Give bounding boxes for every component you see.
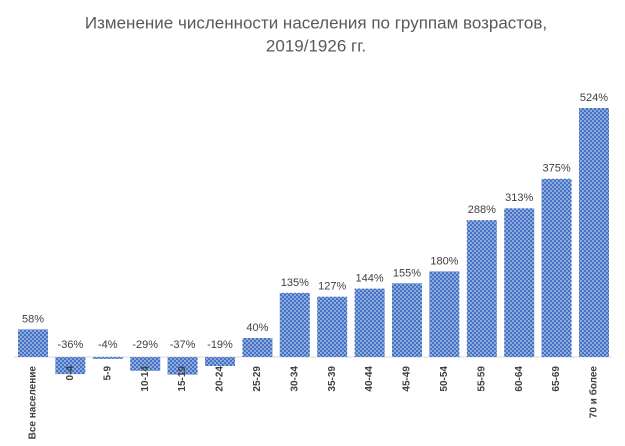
x-tick-label: 20-24 [215, 366, 226, 392]
bar [130, 357, 161, 371]
chart-title: 2019/1926 гг. [266, 36, 366, 55]
data-label: -36% [58, 339, 84, 351]
x-tick-label: 45-49 [402, 366, 413, 392]
bar [579, 108, 609, 357]
bar [242, 337, 273, 357]
x-tick-label: Все население [28, 366, 39, 440]
x-tick-label: 70 и более [588, 366, 600, 419]
data-label: 58% [22, 313, 44, 325]
data-label: 180% [430, 255, 458, 267]
data-label: 144% [356, 272, 384, 284]
data-label: 155% [393, 267, 421, 279]
bar [205, 357, 235, 367]
bar [429, 271, 460, 357]
bar [541, 178, 572, 357]
bar [466, 220, 497, 357]
data-label: 135% [281, 277, 309, 289]
x-tick-label: 25-29 [252, 366, 263, 392]
x-tick-label: 5-9 [102, 366, 113, 381]
x-tick-label: 30-34 [289, 366, 300, 392]
data-label: 313% [505, 192, 533, 204]
data-label: 127% [318, 281, 346, 293]
x-tick-label: 35-39 [327, 366, 338, 392]
chart-title: Изменение численности населения по групп… [85, 13, 547, 32]
bar [92, 357, 123, 359]
bar [504, 208, 535, 357]
x-tick-label: 55-59 [476, 366, 487, 392]
data-label: 524% [580, 92, 608, 104]
data-label: -19% [207, 339, 233, 351]
data-label: 40% [246, 322, 268, 334]
x-tick-label: 10-14 [140, 366, 151, 392]
x-tick-label: 15-19 [177, 366, 188, 392]
x-tick-label: 60-64 [514, 366, 525, 392]
bar [392, 283, 422, 357]
data-label: -4% [98, 339, 118, 351]
bar [279, 292, 310, 357]
data-label: 288% [468, 204, 496, 216]
x-tick-label: 0-4 [65, 366, 76, 381]
bar [55, 357, 86, 375]
data-label: -37% [170, 339, 196, 351]
x-tick-label: 40-44 [364, 366, 375, 392]
bar [167, 357, 198, 375]
bar [317, 296, 348, 357]
bar [354, 288, 385, 357]
x-tick-label: 65-69 [551, 366, 562, 392]
bar [18, 329, 48, 357]
data-label: -29% [132, 339, 158, 351]
data-label: 375% [543, 163, 571, 175]
x-tick-label: 50-54 [439, 366, 450, 392]
